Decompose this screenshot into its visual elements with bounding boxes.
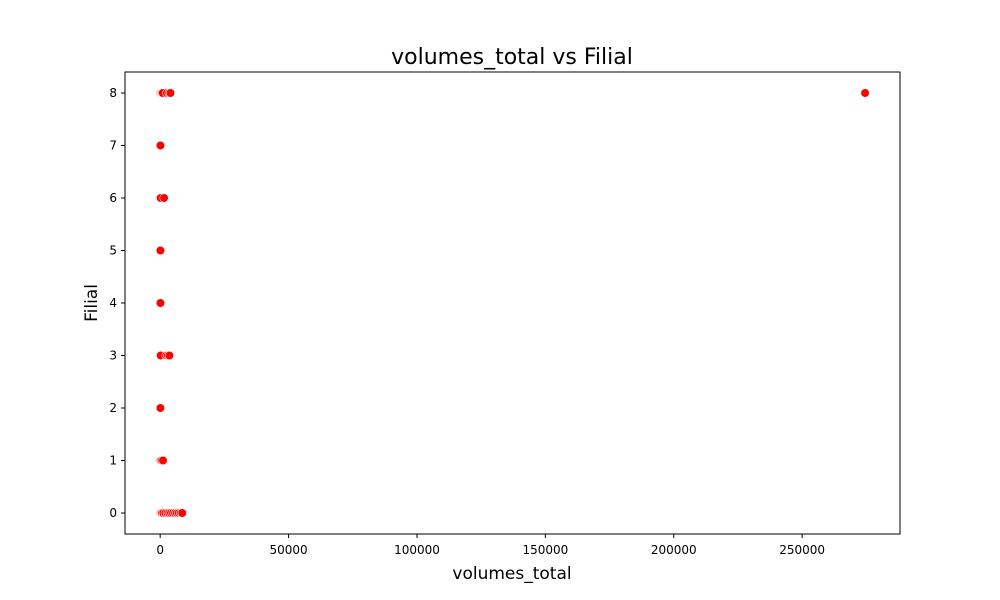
scatter-point	[155, 403, 166, 413]
x-tick-label: 200000	[651, 543, 697, 557]
y-tick-label: 3	[109, 349, 117, 363]
x-tick-label: 250000	[779, 543, 825, 557]
points-layer	[155, 88, 870, 518]
x-tick-label: 150000	[522, 543, 568, 557]
scatter-point	[158, 455, 168, 466]
scatter-point	[155, 298, 166, 308]
x-axis-ticks: 0 50000 100000 150000 200000 250000	[156, 534, 825, 557]
y-tick-label: 2	[109, 401, 117, 415]
y-tick-label: 4	[109, 296, 117, 310]
y-axis-label: Filial	[82, 284, 102, 322]
scatter-point	[155, 140, 166, 151]
scatter-point	[165, 88, 176, 98]
chart-title: volumes_total vs Filial	[391, 45, 633, 70]
y-tick-label: 5	[109, 244, 117, 258]
x-tick-label: 100000	[394, 543, 440, 557]
y-tick-label: 8	[109, 86, 117, 100]
scatter-point	[177, 508, 187, 518]
scatter-point	[860, 88, 870, 98]
y-tick-label: 0	[109, 506, 117, 520]
x-tick-label: 50000	[269, 543, 307, 557]
y-axis-ticks: 0 1 2 3 4 5 6 7 8	[109, 86, 125, 520]
x-tick-label: 0	[156, 543, 164, 557]
plot-area-frame	[124, 71, 901, 535]
scatter-point	[159, 193, 169, 203]
y-tick-label: 1	[109, 454, 117, 468]
scatter-point	[164, 350, 175, 361]
scatter-point	[155, 245, 166, 256]
x-axis-label: volumes_total	[452, 564, 571, 584]
y-tick-label: 7	[109, 139, 117, 153]
y-tick-label: 6	[109, 191, 117, 205]
